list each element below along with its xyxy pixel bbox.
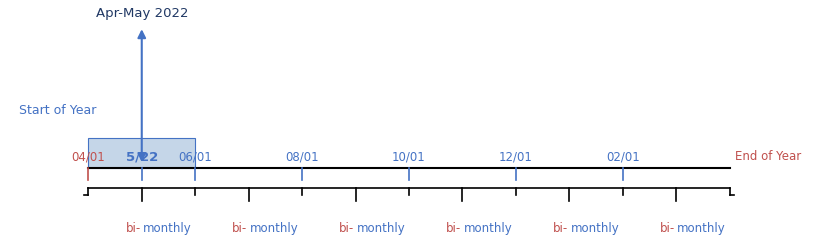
Text: End of Year: End of Year: [734, 150, 800, 164]
Text: monthly: monthly: [570, 223, 618, 235]
Text: monthly: monthly: [463, 223, 512, 235]
Text: 5/22: 5/22: [125, 150, 158, 164]
Text: monthly: monthly: [676, 223, 725, 235]
Text: bi-: bi-: [232, 223, 247, 235]
Text: bi-: bi-: [659, 223, 674, 235]
Text: 06/01: 06/01: [178, 150, 212, 164]
Text: Start of Year: Start of Year: [19, 104, 96, 117]
Text: 04/01: 04/01: [71, 150, 105, 164]
Text: monthly: monthly: [143, 223, 192, 235]
Text: monthly: monthly: [250, 223, 298, 235]
Bar: [88, 138, 195, 168]
Text: bi-: bi-: [552, 223, 568, 235]
Text: monthly: monthly: [356, 223, 405, 235]
Text: 10/01: 10/01: [391, 150, 425, 164]
Text: 02/01: 02/01: [605, 150, 639, 164]
Text: bi-: bi-: [125, 223, 141, 235]
Text: 12/01: 12/01: [499, 150, 532, 164]
Text: bi-: bi-: [339, 223, 354, 235]
Text: Apr-May 2022: Apr-May 2022: [95, 7, 188, 20]
Text: bi-: bi-: [446, 223, 461, 235]
Text: 08/01: 08/01: [285, 150, 319, 164]
